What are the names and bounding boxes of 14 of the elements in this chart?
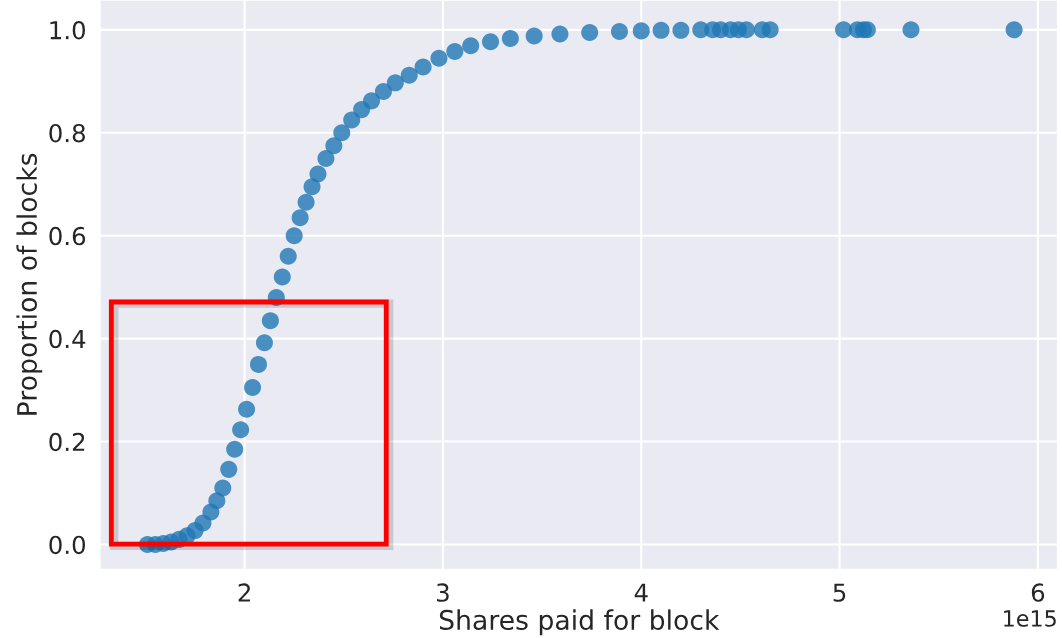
x-tick-label: 3 <box>437 583 449 602</box>
y-axis-title: Proportion of blocks <box>16 153 43 415</box>
y-tick-label: 0.2 <box>49 432 85 452</box>
y-tick-label: 1.0 <box>50 21 86 40</box>
y-tick-label: 0.6 <box>49 226 86 246</box>
x-tick-label: 5 <box>833 583 846 602</box>
x-tick-label: 4 <box>634 583 648 602</box>
x-axis-title: Shares paid for block <box>439 609 720 636</box>
x-tick-label: 2 <box>238 583 250 602</box>
y-tick-label: 0.8 <box>49 123 85 143</box>
text: 1e15 <box>1004 610 1056 627</box>
y-tick-label: 0.0 <box>49 535 86 555</box>
x-tick-label: 6 <box>1031 583 1045 602</box>
y-tick-label: 0.4 <box>49 329 86 349</box>
